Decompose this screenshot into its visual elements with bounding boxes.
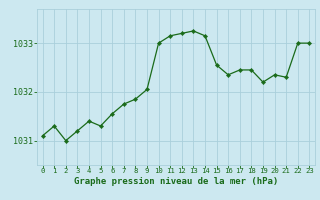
- X-axis label: Graphe pression niveau de la mer (hPa): Graphe pression niveau de la mer (hPa): [74, 177, 278, 186]
